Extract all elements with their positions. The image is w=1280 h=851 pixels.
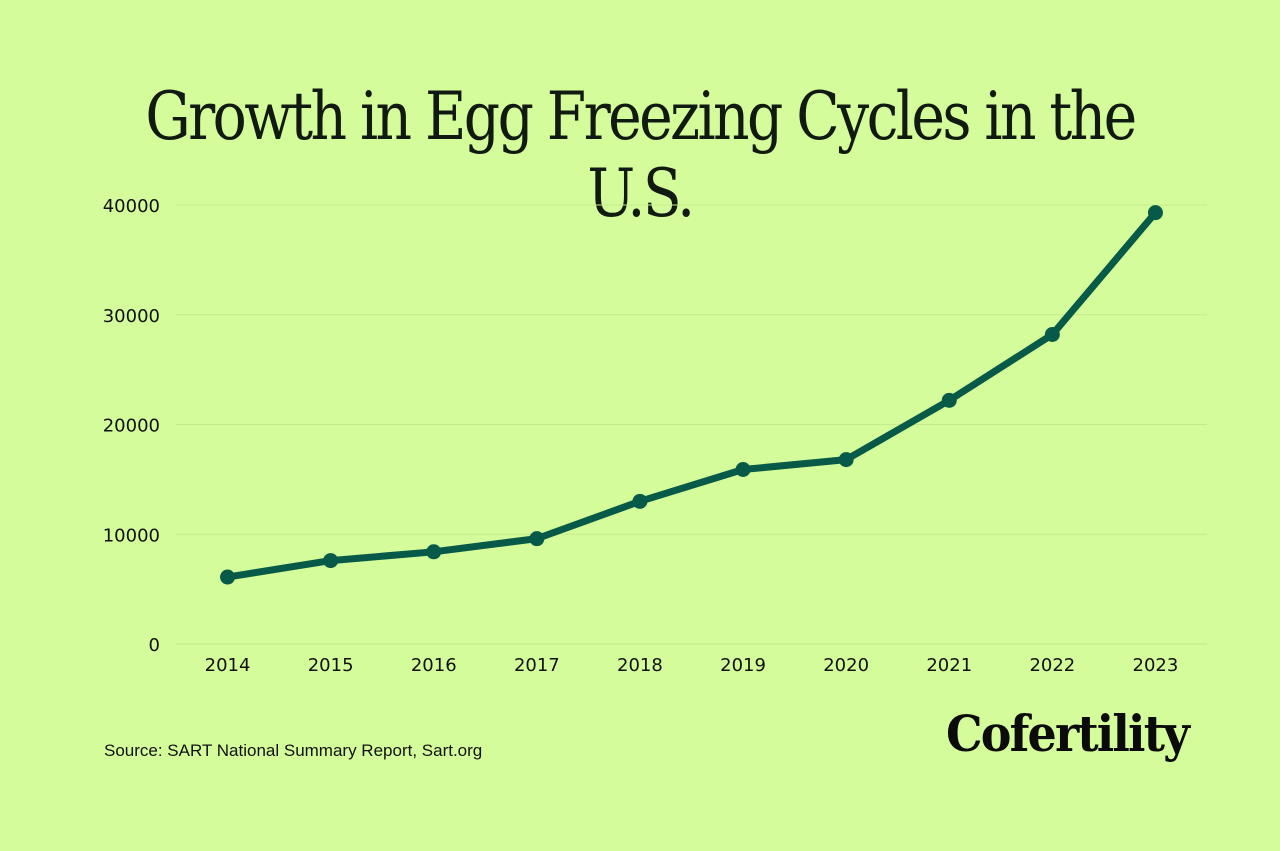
data-point — [426, 544, 442, 560]
y-tick-label: 40000 — [103, 196, 160, 217]
y-tick-label: 20000 — [103, 416, 160, 437]
series-line — [224, 209, 1159, 581]
data-point — [632, 493, 648, 509]
chart-title: Growth in Egg Freezing Cycles in the U.S… — [145, 78, 1137, 232]
data-point — [1147, 205, 1163, 221]
x-tick-label: 2021 — [926, 655, 972, 676]
x-tick-label: 2023 — [1133, 655, 1179, 676]
x-tick-label: 2016 — [411, 655, 457, 676]
y-tick-label: 10000 — [103, 525, 160, 546]
x-tick-label: 2017 — [514, 655, 560, 676]
y-tick-label: 0 — [149, 635, 160, 656]
x-tick-label: 2020 — [823, 655, 869, 676]
data-point — [323, 553, 339, 569]
y-tick-label: 30000 — [103, 306, 160, 327]
data-point — [220, 569, 236, 585]
cofertility-logo: Cofertility — [946, 704, 1190, 763]
x-tick-label: 2014 — [205, 655, 251, 676]
x-tick-label: 2022 — [1029, 655, 1075, 676]
x-tick-label: 2019 — [720, 655, 766, 676]
data-point — [941, 392, 957, 408]
source-note: Source: SART National Summary Report, Sa… — [104, 741, 483, 760]
data-point — [838, 452, 854, 468]
data-point — [735, 461, 751, 477]
x-tick-label: 2018 — [617, 655, 663, 676]
data-point — [529, 531, 545, 547]
data-point — [1044, 327, 1060, 343]
x-tick-label: 2015 — [308, 655, 354, 676]
